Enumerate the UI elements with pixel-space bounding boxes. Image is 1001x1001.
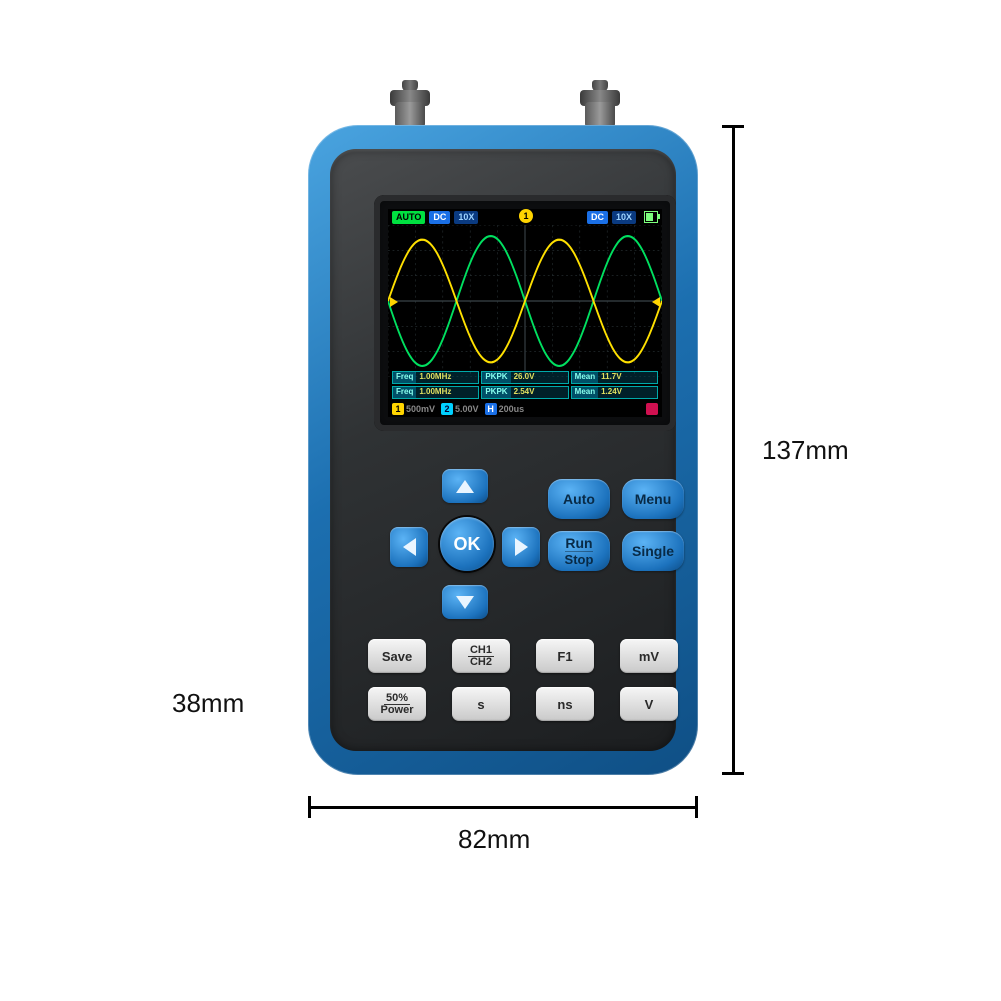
dpad-up-button[interactable] <box>442 469 488 503</box>
ch1-atten-badge: 10X <box>454 211 478 224</box>
auto-button[interactable]: Auto <box>548 479 610 519</box>
v-button[interactable]: V <box>620 687 678 721</box>
waveform-area <box>388 225 662 377</box>
dpad: OK <box>390 469 540 619</box>
trigger-marker: 1 <box>519 209 533 223</box>
ch1-div: 1500mV <box>392 403 435 415</box>
device-faceplate: AUTO DC 10X DC 10X 1 <box>330 149 676 751</box>
power-label: Power <box>378 705 415 716</box>
measure-cell: Freq1.00MHz <box>392 386 479 399</box>
menu-button[interactable]: Menu <box>622 479 684 519</box>
ns-button[interactable]: ns <box>536 687 594 721</box>
screen: AUTO DC 10X DC 10X 1 <box>388 209 662 417</box>
ch1-ch2-button[interactable]: CH1 CH2 <box>452 639 510 673</box>
ok-button[interactable]: OK <box>440 517 494 571</box>
ch2-label: CH2 <box>468 657 494 668</box>
f1-button[interactable]: F1 <box>536 639 594 673</box>
dpad-right-button[interactable] <box>502 527 540 567</box>
run-stop-button[interactable]: Run Stop <box>548 531 610 571</box>
dpad-down-button[interactable] <box>442 585 488 619</box>
ch2-coupling-badge: DC <box>587 211 608 224</box>
mv-button[interactable]: mV <box>620 639 678 673</box>
ch2-div: 25.00V <box>441 403 479 415</box>
dpad-left-button[interactable] <box>390 527 428 567</box>
measurements-panel: Freq1.00MHzPKPK26.0VMean11.7V Freq1.00MHz… <box>392 371 658 399</box>
bnc-connector-ch1 <box>390 80 430 130</box>
oscilloscope-device: AUTO DC 10X DC 10X 1 <box>308 125 698 775</box>
battery-icon <box>644 211 658 223</box>
measure-cell: PKPK26.0V <box>481 371 568 384</box>
waveform-svg <box>388 225 662 377</box>
ch2-atten-badge: 10X <box>612 211 636 224</box>
time-div: H200us <box>485 403 525 415</box>
ch-zero-marker-left <box>390 297 398 307</box>
measure-cell: Freq1.00MHz <box>392 371 479 384</box>
measure-cell: Mean1.24V <box>571 386 658 399</box>
product-dimension-diagram: AUTO DC 10X DC 10X 1 <box>0 0 1001 1001</box>
screen-top-bar: AUTO DC 10X DC 10X 1 <box>388 209 662 225</box>
run-label: Run <box>565 536 592 550</box>
single-button[interactable]: Single <box>622 531 684 571</box>
ch1-label: CH1 <box>468 645 494 657</box>
ch1-coupling-badge: DC <box>429 211 450 224</box>
save-icon <box>646 403 658 415</box>
height-dimension: 137mm <box>722 125 772 775</box>
depth-label: 38mm <box>172 688 244 719</box>
save-button[interactable]: Save <box>368 639 426 673</box>
stop-label: Stop <box>565 551 594 566</box>
depth-dimension: 38mm <box>172 688 282 738</box>
width-dimension: 82mm <box>308 798 698 848</box>
ch-zero-marker-right <box>652 297 660 307</box>
power-button[interactable]: 50% Power <box>368 687 426 721</box>
mode-badge: AUTO <box>392 211 425 224</box>
fifty-label: 50% <box>384 693 410 705</box>
measure-cell: Mean11.7V <box>571 371 658 384</box>
bnc-connector-ch2 <box>580 80 620 130</box>
s-button[interactable]: s <box>452 687 510 721</box>
height-label: 137mm <box>762 435 849 466</box>
screen-bottom-bar: 1500mV 25.00V H200us <box>388 401 662 417</box>
measure-cell: PKPK2.54V <box>481 386 568 399</box>
width-label: 82mm <box>458 824 530 855</box>
screen-bezel: AUTO DC 10X DC 10X 1 <box>374 195 676 431</box>
